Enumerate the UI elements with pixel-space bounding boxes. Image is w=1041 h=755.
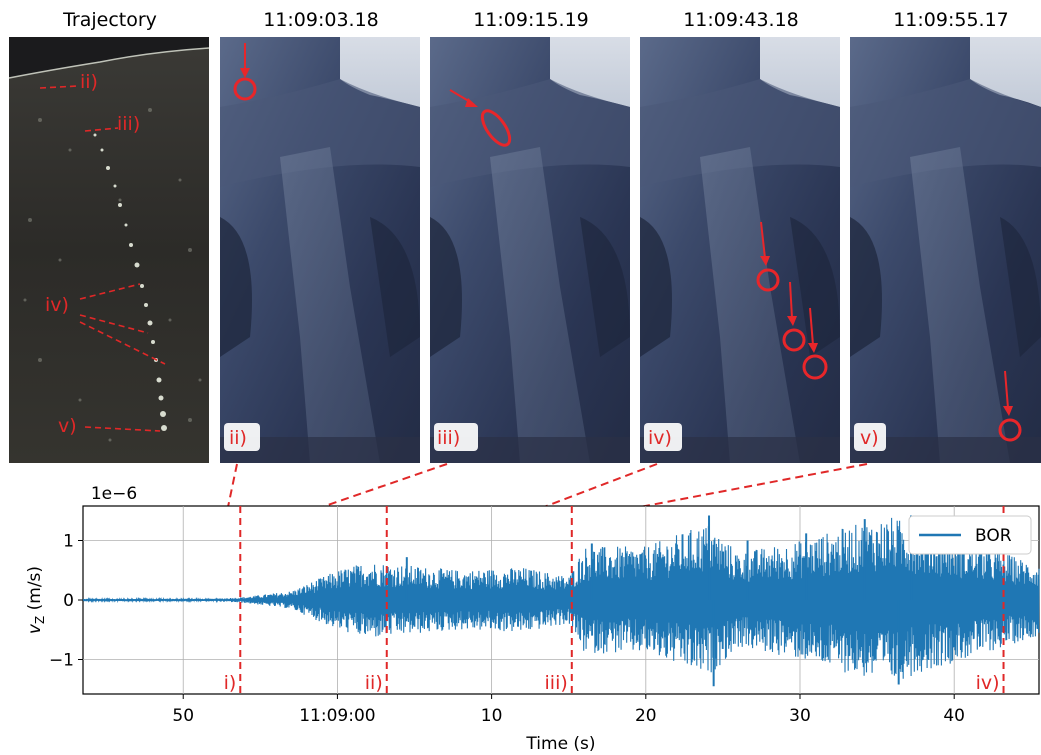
badge-iii: iii) <box>437 427 460 449</box>
rock-marker-iii <box>480 109 512 147</box>
photo-arrows <box>240 43 1013 416</box>
x-tick-label: 11:09:00 <box>299 706 375 726</box>
badge-v: v) <box>860 427 879 449</box>
trajectory-photo: ii) iii) iv) v) <box>8 37 210 463</box>
panel-badges: ii) iii) iv) v) <box>224 423 886 451</box>
seismogram-chart: i)ii)iii)iv)v)vi) 5011:09:00102030405011… <box>25 484 1040 754</box>
y-axis-label: vZ (m/s) <box>25 566 47 634</box>
trajectory-label-ii: ii) <box>80 71 98 93</box>
photo-title-ii: 11:09:03.18 <box>263 9 379 31</box>
rock-marker-iv-3 <box>802 354 828 380</box>
rock-marker-iv-2 <box>782 328 806 352</box>
event-label: ii) <box>365 672 383 694</box>
trajectory-label-iii: iii) <box>117 113 140 135</box>
event-label: iv) <box>976 672 1000 694</box>
x-tick-label: 10 <box>481 706 503 726</box>
x-tick-label: 30 <box>789 706 811 726</box>
event-lines: i)ii)iii)iv)v)vi) <box>224 506 1005 694</box>
x-tick-label: 40 <box>943 706 965 726</box>
y-axis: −1 0 1 <box>49 532 83 670</box>
photo-ii <box>220 37 420 463</box>
badge-ii: ii) <box>229 427 247 449</box>
photo-v <box>850 37 1041 463</box>
x-tick-label: 20 <box>635 706 657 726</box>
event-label: i) <box>224 672 237 694</box>
waveform-line <box>82 517 1040 679</box>
rock-marker-ii <box>233 77 257 101</box>
rock-marker-iv-1 <box>756 268 780 292</box>
photo-iii <box>430 37 630 463</box>
event-label: iii) <box>545 672 568 694</box>
legend-label: BOR <box>975 526 1012 546</box>
y-scale-label: 1e−6 <box>91 484 137 504</box>
photo-title-iii: 11:09:15.19 <box>473 9 589 31</box>
y-tick-label: −1 <box>49 650 74 670</box>
photo-title-v: 11:09:55.17 <box>893 9 1009 31</box>
waveform-series-bor <box>82 515 1040 687</box>
legend: BOR <box>908 515 1032 555</box>
photo-annotations <box>233 77 1022 442</box>
y-tick-label: 1 <box>63 532 74 552</box>
x-axis-label: Time (s) <box>525 734 595 754</box>
photo-title-iv: 11:09:43.18 <box>683 9 799 31</box>
photo-iv <box>640 37 840 463</box>
rock-marker-v <box>998 418 1022 442</box>
photo-connectors <box>227 463 868 508</box>
x-tick-label: 50 <box>172 706 194 726</box>
trajectory-label-iv: iv) <box>45 294 69 316</box>
photo-title-trajectory: Trajectory <box>62 9 157 31</box>
badge-iv: iv) <box>648 427 672 449</box>
trajectory-label-v: v) <box>58 415 77 437</box>
y-tick-label: 0 <box>63 591 74 611</box>
